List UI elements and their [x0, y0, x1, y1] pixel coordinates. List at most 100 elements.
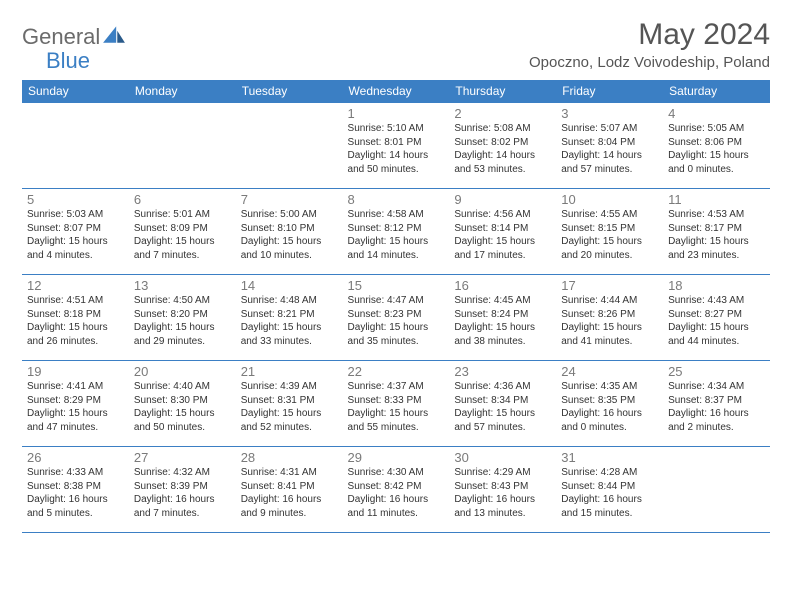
calendar-table: SundayMondayTuesdayWednesdayThursdayFrid…	[22, 80, 770, 533]
calendar-day-cell: 15Sunrise: 4:47 AMSunset: 8:23 PMDayligh…	[343, 275, 450, 361]
calendar-day-cell: 13Sunrise: 4:50 AMSunset: 8:20 PMDayligh…	[129, 275, 236, 361]
day-info: Sunrise: 4:51 AMSunset: 8:18 PMDaylight:…	[27, 294, 124, 348]
day-number: 20	[134, 364, 231, 379]
day-number: 15	[348, 278, 445, 293]
calendar-day-cell: 16Sunrise: 4:45 AMSunset: 8:24 PMDayligh…	[449, 275, 556, 361]
day-info: Sunrise: 4:53 AMSunset: 8:17 PMDaylight:…	[668, 208, 765, 262]
day-number: 4	[668, 106, 765, 121]
day-info: Sunrise: 4:43 AMSunset: 8:27 PMDaylight:…	[668, 294, 765, 348]
weekday-header: Tuesday	[236, 80, 343, 103]
calendar-day-cell: 24Sunrise: 4:35 AMSunset: 8:35 PMDayligh…	[556, 361, 663, 447]
logo-text-general: General	[22, 24, 100, 50]
day-number: 26	[27, 450, 124, 465]
day-number: 13	[134, 278, 231, 293]
day-number: 9	[454, 192, 551, 207]
day-number: 11	[668, 192, 765, 207]
day-number: 23	[454, 364, 551, 379]
calendar-week-row: 19Sunrise: 4:41 AMSunset: 8:29 PMDayligh…	[22, 361, 770, 447]
calendar-empty-cell	[129, 103, 236, 189]
day-number: 17	[561, 278, 658, 293]
day-info: Sunrise: 4:58 AMSunset: 8:12 PMDaylight:…	[348, 208, 445, 262]
day-info: Sunrise: 4:45 AMSunset: 8:24 PMDaylight:…	[454, 294, 551, 348]
calendar-day-cell: 18Sunrise: 4:43 AMSunset: 8:27 PMDayligh…	[663, 275, 770, 361]
location-text: Opoczno, Lodz Voivodeship, Poland	[529, 54, 770, 71]
day-number: 3	[561, 106, 658, 121]
calendar-week-row: 1Sunrise: 5:10 AMSunset: 8:01 PMDaylight…	[22, 103, 770, 189]
day-number: 25	[668, 364, 765, 379]
calendar-day-cell: 8Sunrise: 4:58 AMSunset: 8:12 PMDaylight…	[343, 189, 450, 275]
title-block: May 2024 Opoczno, Lodz Voivodeship, Pola…	[529, 18, 770, 71]
day-info: Sunrise: 5:01 AMSunset: 8:09 PMDaylight:…	[134, 208, 231, 262]
day-info: Sunrise: 4:55 AMSunset: 8:15 PMDaylight:…	[561, 208, 658, 262]
day-info: Sunrise: 4:37 AMSunset: 8:33 PMDaylight:…	[348, 380, 445, 434]
day-info: Sunrise: 4:34 AMSunset: 8:37 PMDaylight:…	[668, 380, 765, 434]
day-info: Sunrise: 4:29 AMSunset: 8:43 PMDaylight:…	[454, 466, 551, 520]
day-info: Sunrise: 5:08 AMSunset: 8:02 PMDaylight:…	[454, 122, 551, 176]
calendar-week-row: 26Sunrise: 4:33 AMSunset: 8:38 PMDayligh…	[22, 447, 770, 533]
day-number: 29	[348, 450, 445, 465]
day-info: Sunrise: 5:07 AMSunset: 8:04 PMDaylight:…	[561, 122, 658, 176]
day-info: Sunrise: 5:05 AMSunset: 8:06 PMDaylight:…	[668, 122, 765, 176]
calendar-body: 1Sunrise: 5:10 AMSunset: 8:01 PMDaylight…	[22, 103, 770, 533]
logo-sail-icon	[102, 24, 126, 49]
day-number: 28	[241, 450, 338, 465]
calendar-empty-cell	[22, 103, 129, 189]
day-number: 10	[561, 192, 658, 207]
calendar-empty-cell	[236, 103, 343, 189]
weekday-header: Monday	[129, 80, 236, 103]
calendar-day-cell: 25Sunrise: 4:34 AMSunset: 8:37 PMDayligh…	[663, 361, 770, 447]
calendar-day-cell: 22Sunrise: 4:37 AMSunset: 8:33 PMDayligh…	[343, 361, 450, 447]
day-info: Sunrise: 4:28 AMSunset: 8:44 PMDaylight:…	[561, 466, 658, 520]
day-info: Sunrise: 4:40 AMSunset: 8:30 PMDaylight:…	[134, 380, 231, 434]
calendar-day-cell: 7Sunrise: 5:00 AMSunset: 8:10 PMDaylight…	[236, 189, 343, 275]
day-info: Sunrise: 4:31 AMSunset: 8:41 PMDaylight:…	[241, 466, 338, 520]
calendar-day-cell: 28Sunrise: 4:31 AMSunset: 8:41 PMDayligh…	[236, 447, 343, 533]
calendar-day-cell: 3Sunrise: 5:07 AMSunset: 8:04 PMDaylight…	[556, 103, 663, 189]
day-info: Sunrise: 4:32 AMSunset: 8:39 PMDaylight:…	[134, 466, 231, 520]
logo-text-blue: Blue	[46, 48, 90, 74]
day-number: 21	[241, 364, 338, 379]
calendar-day-cell: 20Sunrise: 4:40 AMSunset: 8:30 PMDayligh…	[129, 361, 236, 447]
day-number: 30	[454, 450, 551, 465]
day-number: 7	[241, 192, 338, 207]
calendar-day-cell: 14Sunrise: 4:48 AMSunset: 8:21 PMDayligh…	[236, 275, 343, 361]
calendar-day-cell: 26Sunrise: 4:33 AMSunset: 8:38 PMDayligh…	[22, 447, 129, 533]
day-info: Sunrise: 4:56 AMSunset: 8:14 PMDaylight:…	[454, 208, 551, 262]
weekday-header: Thursday	[449, 80, 556, 103]
day-info: Sunrise: 5:03 AMSunset: 8:07 PMDaylight:…	[27, 208, 124, 262]
day-number: 27	[134, 450, 231, 465]
day-info: Sunrise: 4:35 AMSunset: 8:35 PMDaylight:…	[561, 380, 658, 434]
calendar-day-cell: 27Sunrise: 4:32 AMSunset: 8:39 PMDayligh…	[129, 447, 236, 533]
day-info: Sunrise: 4:41 AMSunset: 8:29 PMDaylight:…	[27, 380, 124, 434]
day-info: Sunrise: 4:50 AMSunset: 8:20 PMDaylight:…	[134, 294, 231, 348]
calendar-day-cell: 1Sunrise: 5:10 AMSunset: 8:01 PMDaylight…	[343, 103, 450, 189]
day-info: Sunrise: 4:39 AMSunset: 8:31 PMDaylight:…	[241, 380, 338, 434]
day-info: Sunrise: 4:30 AMSunset: 8:42 PMDaylight:…	[348, 466, 445, 520]
calendar-week-row: 5Sunrise: 5:03 AMSunset: 8:07 PMDaylight…	[22, 189, 770, 275]
calendar-day-cell: 11Sunrise: 4:53 AMSunset: 8:17 PMDayligh…	[663, 189, 770, 275]
day-number: 31	[561, 450, 658, 465]
page-title: May 2024	[529, 18, 770, 52]
day-info: Sunrise: 4:44 AMSunset: 8:26 PMDaylight:…	[561, 294, 658, 348]
day-number: 24	[561, 364, 658, 379]
day-info: Sunrise: 4:36 AMSunset: 8:34 PMDaylight:…	[454, 380, 551, 434]
day-number: 5	[27, 192, 124, 207]
weekday-header: Sunday	[22, 80, 129, 103]
day-number: 16	[454, 278, 551, 293]
calendar-empty-cell	[663, 447, 770, 533]
calendar-header-row: SundayMondayTuesdayWednesdayThursdayFrid…	[22, 80, 770, 103]
day-number: 8	[348, 192, 445, 207]
calendar-day-cell: 4Sunrise: 5:05 AMSunset: 8:06 PMDaylight…	[663, 103, 770, 189]
weekday-header: Wednesday	[343, 80, 450, 103]
header: GeneralBlue May 2024 Opoczno, Lodz Voivo…	[22, 18, 770, 74]
day-info: Sunrise: 5:00 AMSunset: 8:10 PMDaylight:…	[241, 208, 338, 262]
day-number: 2	[454, 106, 551, 121]
weekday-header: Saturday	[663, 80, 770, 103]
day-info: Sunrise: 4:47 AMSunset: 8:23 PMDaylight:…	[348, 294, 445, 348]
calendar-day-cell: 29Sunrise: 4:30 AMSunset: 8:42 PMDayligh…	[343, 447, 450, 533]
logo: GeneralBlue	[22, 18, 126, 74]
calendar-day-cell: 10Sunrise: 4:55 AMSunset: 8:15 PMDayligh…	[556, 189, 663, 275]
calendar-day-cell: 2Sunrise: 5:08 AMSunset: 8:02 PMDaylight…	[449, 103, 556, 189]
day-number: 12	[27, 278, 124, 293]
calendar-day-cell: 6Sunrise: 5:01 AMSunset: 8:09 PMDaylight…	[129, 189, 236, 275]
